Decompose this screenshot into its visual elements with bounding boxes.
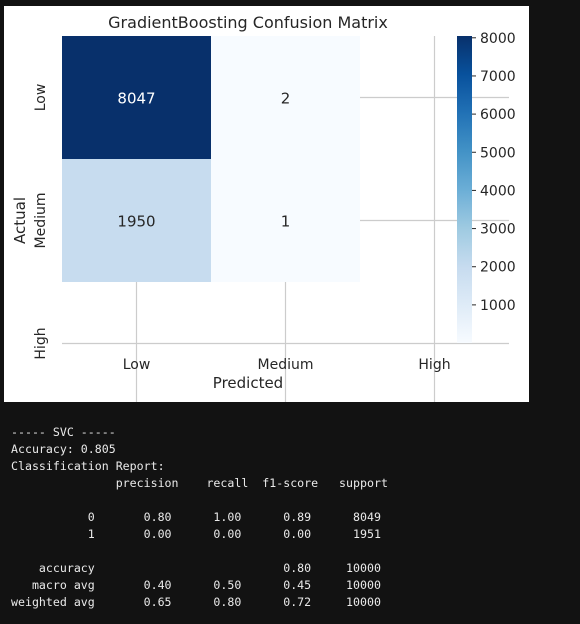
- console-output: ----- SVC ----- Accuracy: 0.805 Classifi…: [11, 424, 388, 611]
- y-tick-label: High: [33, 327, 49, 359]
- colorbar-tick-label: 3000: [480, 222, 516, 238]
- console-line: Classification Report:: [11, 459, 165, 473]
- console-line: precision recall f1-score support: [11, 476, 388, 490]
- y-tick-label: Medium: [33, 193, 49, 249]
- heatmap-cell-label: 8047: [117, 90, 155, 108]
- heatmap-cell: [211, 159, 360, 282]
- console-line: macro avg 0.40 0.50 0.45 10000: [11, 578, 381, 592]
- confusion-matrix-chart: 8047 2 1950 1 GradientBoosting Confusion Mat…: [11, 13, 516, 402]
- x-tick-label: High: [418, 357, 450, 373]
- heatmap-cell: [62, 159, 211, 282]
- chart-title: GradientBoosting Confusion Matrix: [108, 13, 388, 32]
- heatmap-cell: [62, 36, 211, 159]
- console-line: Accuracy: 0.805: [11, 442, 116, 456]
- heatmap-cell-label: 2: [281, 90, 291, 108]
- colorbar-tick-label: 4000: [480, 183, 516, 199]
- colorbar-tick-label: 5000: [480, 145, 516, 161]
- colorbar-tick-label: 1000: [480, 298, 516, 314]
- x-tick-label: Low: [123, 357, 151, 373]
- colorbar-tick-label: 8000: [480, 31, 516, 47]
- heatmap-cell-label: 1: [281, 213, 291, 231]
- console-line: accuracy 0.80 10000: [11, 561, 381, 575]
- colorbar-tick-label: 2000: [480, 260, 516, 276]
- x-tick-label: Medium: [258, 357, 314, 373]
- colorbar-tick-label: 6000: [480, 107, 516, 123]
- x-axis-label: Predicted: [213, 374, 283, 392]
- console-line: ----- SVC -----: [11, 425, 116, 439]
- confusion-matrix-figure: 8047 2 1950 1 GradientBoosting Confusion Mat…: [4, 6, 529, 402]
- colorbar: [457, 36, 472, 343]
- heatmap-cell-label: 1950: [117, 213, 155, 231]
- console-line: 1 0.00 0.00 0.00 1951: [11, 527, 381, 541]
- colorbar-tick-label: 7000: [480, 69, 516, 85]
- y-axis-label: Actual: [11, 197, 29, 244]
- heatmap-cell: [211, 36, 360, 159]
- y-tick-label: Low: [33, 84, 49, 112]
- console-line: 0 0.80 1.00 0.89 8049: [11, 510, 381, 524]
- console-line: weighted avg 0.65 0.80 0.72 10000: [11, 595, 381, 609]
